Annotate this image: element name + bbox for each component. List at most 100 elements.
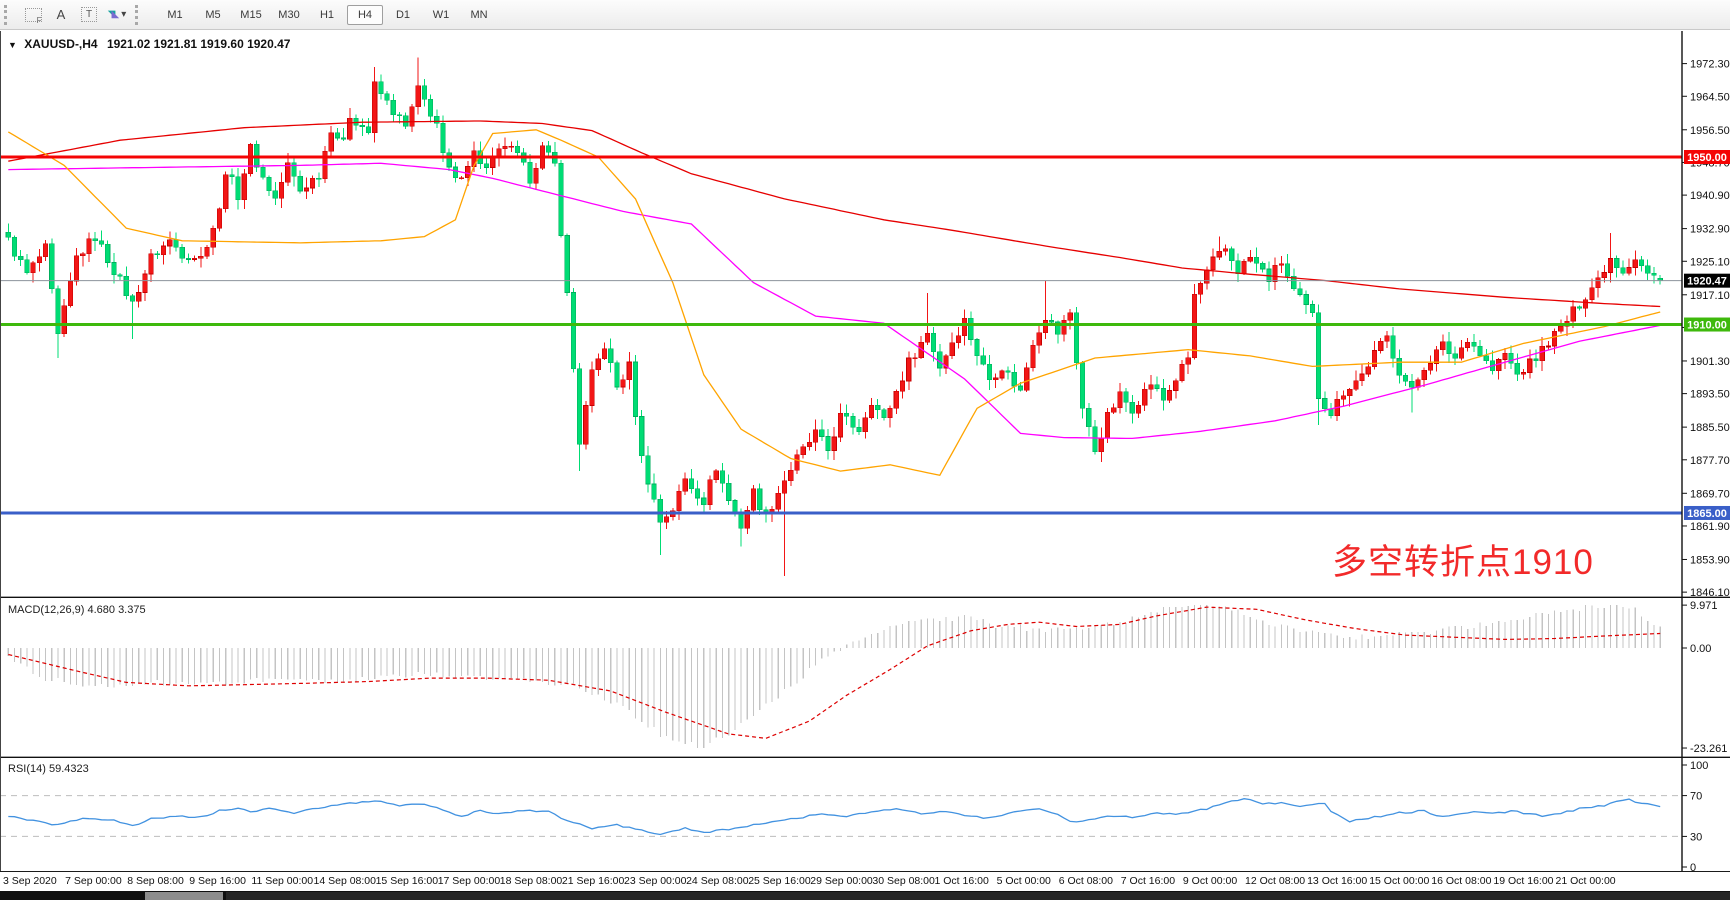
price-tick-label: 1917.10 <box>1690 290 1730 302</box>
time-axis-label: 9 Sep 16:00 <box>189 875 246 887</box>
rsi-tick-label: 0 <box>1690 862 1696 871</box>
rsi-tick-label: 100 <box>1690 760 1708 772</box>
time-axis-label: 6 Oct 08:00 <box>1058 875 1113 887</box>
resistance-price-box <box>1684 150 1730 164</box>
time-axis-label: 15 Oct 00:00 <box>1369 875 1430 887</box>
toolbar-separator <box>135 4 144 25</box>
timeframe-buttons: M1 M5 M15 M30 H1 H4 D1 W1 MN <box>156 4 498 25</box>
time-axis-label: 7 Oct 16:00 <box>1120 875 1176 887</box>
time-axis-label: 24 Sep 08:00 <box>686 875 749 887</box>
rsi-tick-label: 70 <box>1690 791 1702 803</box>
ohlc-values: 1921.02 1921.81 1919.60 1920.47 <box>106 37 291 51</box>
timeframe-button-d1[interactable]: D1 <box>395 8 411 21</box>
timeframe-button-m30[interactable]: M30 <box>278 8 300 21</box>
time-axis-label: 9 Oct 00:00 <box>1182 875 1238 887</box>
arrow-up-glyph: ◥ <box>107 8 116 20</box>
svg-text:1950.00: 1950.00 <box>1687 152 1727 164</box>
time-axis-label: 17 Sep 00:00 <box>437 875 501 887</box>
chevron-down-icon: ▾ <box>121 8 127 20</box>
timeframe-button-h1[interactable]: H1 <box>319 8 335 21</box>
time-axis-label: 30 Sep 08:00 <box>872 875 935 887</box>
timeframe-button-m15[interactable]: M15 <box>240 8 262 21</box>
time-axis-label: 18 Sep 08:00 <box>499 875 563 887</box>
timeframe-button-m5[interactable]: M5 <box>205 8 221 21</box>
toolbar: F A T ◥ ◣ ▾ M1 M5 M15 M30 H1 H4 D1 W1 MN <box>0 0 1730 30</box>
macd-label: MACD(12,26,9) 4.680 3.375 <box>8 604 146 616</box>
chart-header: ▼ XAUUSD-,H4 1921.02 1921.81 1919.60 192… <box>8 37 290 51</box>
candlestick-series <box>5 57 1663 576</box>
price-tick-label: 1956.50 <box>1690 125 1730 137</box>
time-axis-label: 23 Sep 00:00 <box>624 875 687 887</box>
time-axis-label: 29 Sep 00:00 <box>810 875 873 887</box>
snap-grid-icon[interactable]: F <box>21 4 45 26</box>
price-axis: 1972.301964.501956.501948.701940.901932.… <box>1681 31 1730 598</box>
rsi-tick-label: 30 <box>1690 831 1702 843</box>
current-price-box <box>1684 273 1730 288</box>
text-label-icon[interactable]: A <box>56 7 66 22</box>
timeframe-button-w1[interactable]: W1 <box>432 8 450 21</box>
rsi-label: RSI(14) 59.4323 <box>8 763 89 775</box>
price-tick-label: 1901.30 <box>1690 356 1730 368</box>
price-tick-label: 1932.90 <box>1690 224 1730 236</box>
price-tick-label: 1869.70 <box>1690 488 1730 500</box>
price-tick-label: 1925.10 <box>1690 256 1730 268</box>
macd-panel: 9.971 0.00 -23.261 <box>0 598 1730 758</box>
time-axis-label: 7 Sep 00:00 <box>65 875 122 887</box>
bottom-tab-active[interactable] <box>145 892 223 900</box>
bottom-tab-strip <box>0 891 1730 900</box>
macd-histogram <box>7 605 1661 749</box>
time-axis-label: 25 Sep 16:00 <box>748 875 811 887</box>
rsi-axis: 100 70 30 0 <box>1681 758 1708 871</box>
arrow-down-glyph: ◣ <box>111 8 120 20</box>
main-chart-panel: 1972.301964.501956.501948.701940.901932.… <box>0 31 1730 598</box>
ma-fast-line <box>7 129 1661 477</box>
chart-annotation-text: 多空转折点1910 <box>1332 543 1594 582</box>
macd-tick-label: 0.00 <box>1690 643 1711 655</box>
price-tick-label: 1861.90 <box>1690 521 1730 533</box>
time-axis-label: 21 Oct 00:00 <box>1555 875 1616 887</box>
price-tick-label: 1885.50 <box>1690 422 1730 434</box>
price-tick-label: 1877.70 <box>1690 455 1730 467</box>
time-axis-label: 13 Oct 16:00 <box>1307 875 1368 887</box>
ma-slow-line <box>8 120 1661 308</box>
pivot-price-box <box>1684 317 1730 332</box>
symbol-label: XAUUSD-,H4 <box>24 37 98 51</box>
time-axis-label: 1 Oct 16:00 <box>934 875 989 887</box>
price-tick-label: 1893.50 <box>1690 389 1730 401</box>
support-price-box <box>1684 505 1730 520</box>
time-axis-label: 19 Oct 16:00 <box>1493 875 1554 887</box>
svg-text:1910.00: 1910.00 <box>1687 320 1727 332</box>
timeframe-button-m1[interactable]: M1 <box>167 8 183 21</box>
macd-tick-label: 9.971 <box>1690 600 1718 612</box>
time-axis-label: 16 Oct 08:00 <box>1431 875 1492 887</box>
time-axis-label: 12 Oct 08:00 <box>1245 875 1306 887</box>
grid-glyph: F <box>24 7 42 25</box>
time-axis-label: 21 Sep 16:00 <box>561 875 625 887</box>
rsi-line <box>8 798 1661 836</box>
macd-tick-label: -23.261 <box>1690 743 1727 755</box>
time-axis-label: 8 Sep 08:00 <box>127 875 184 887</box>
timeframe-button-h4[interactable]: H4 <box>347 4 383 25</box>
price-tick-label: 1846.10 <box>1690 587 1730 598</box>
price-tick-label: 1940.90 <box>1690 190 1730 202</box>
price-tick-label: 1853.90 <box>1690 554 1730 566</box>
macd-axis: 9.971 0.00 -23.261 <box>1681 598 1727 758</box>
t-glyph: T <box>81 7 97 22</box>
time-axis-label: 14 Sep 08:00 <box>313 875 376 887</box>
time-axis-label: 5 Oct 00:00 <box>996 875 1051 887</box>
time-axis-label: 11 Sep 00:00 <box>251 875 314 887</box>
price-tick-label: 1972.30 <box>1690 59 1730 71</box>
svg-text:1865.00: 1865.00 <box>1687 508 1727 520</box>
symbol-dropdown-icon[interactable]: ▼ <box>8 40 17 50</box>
time-axis-label: 15 Sep 16:00 <box>375 875 439 887</box>
time-axis-label: 3 Sep 2020 <box>3 875 57 887</box>
macd-signal-line <box>8 606 1661 739</box>
price-tick-label: 1964.50 <box>1690 91 1730 103</box>
rsi-panel: 100 70 30 0 <box>0 758 1730 871</box>
timeframe-button-mn[interactable]: MN <box>470 8 488 21</box>
toolbar-drag-handle[interactable] <box>4 4 13 25</box>
bottom-tab-area <box>226 892 1730 900</box>
text-box-icon[interactable]: T <box>77 4 101 26</box>
arrow-objects-icon[interactable]: ◥ ◣ ▾ <box>105 4 129 26</box>
